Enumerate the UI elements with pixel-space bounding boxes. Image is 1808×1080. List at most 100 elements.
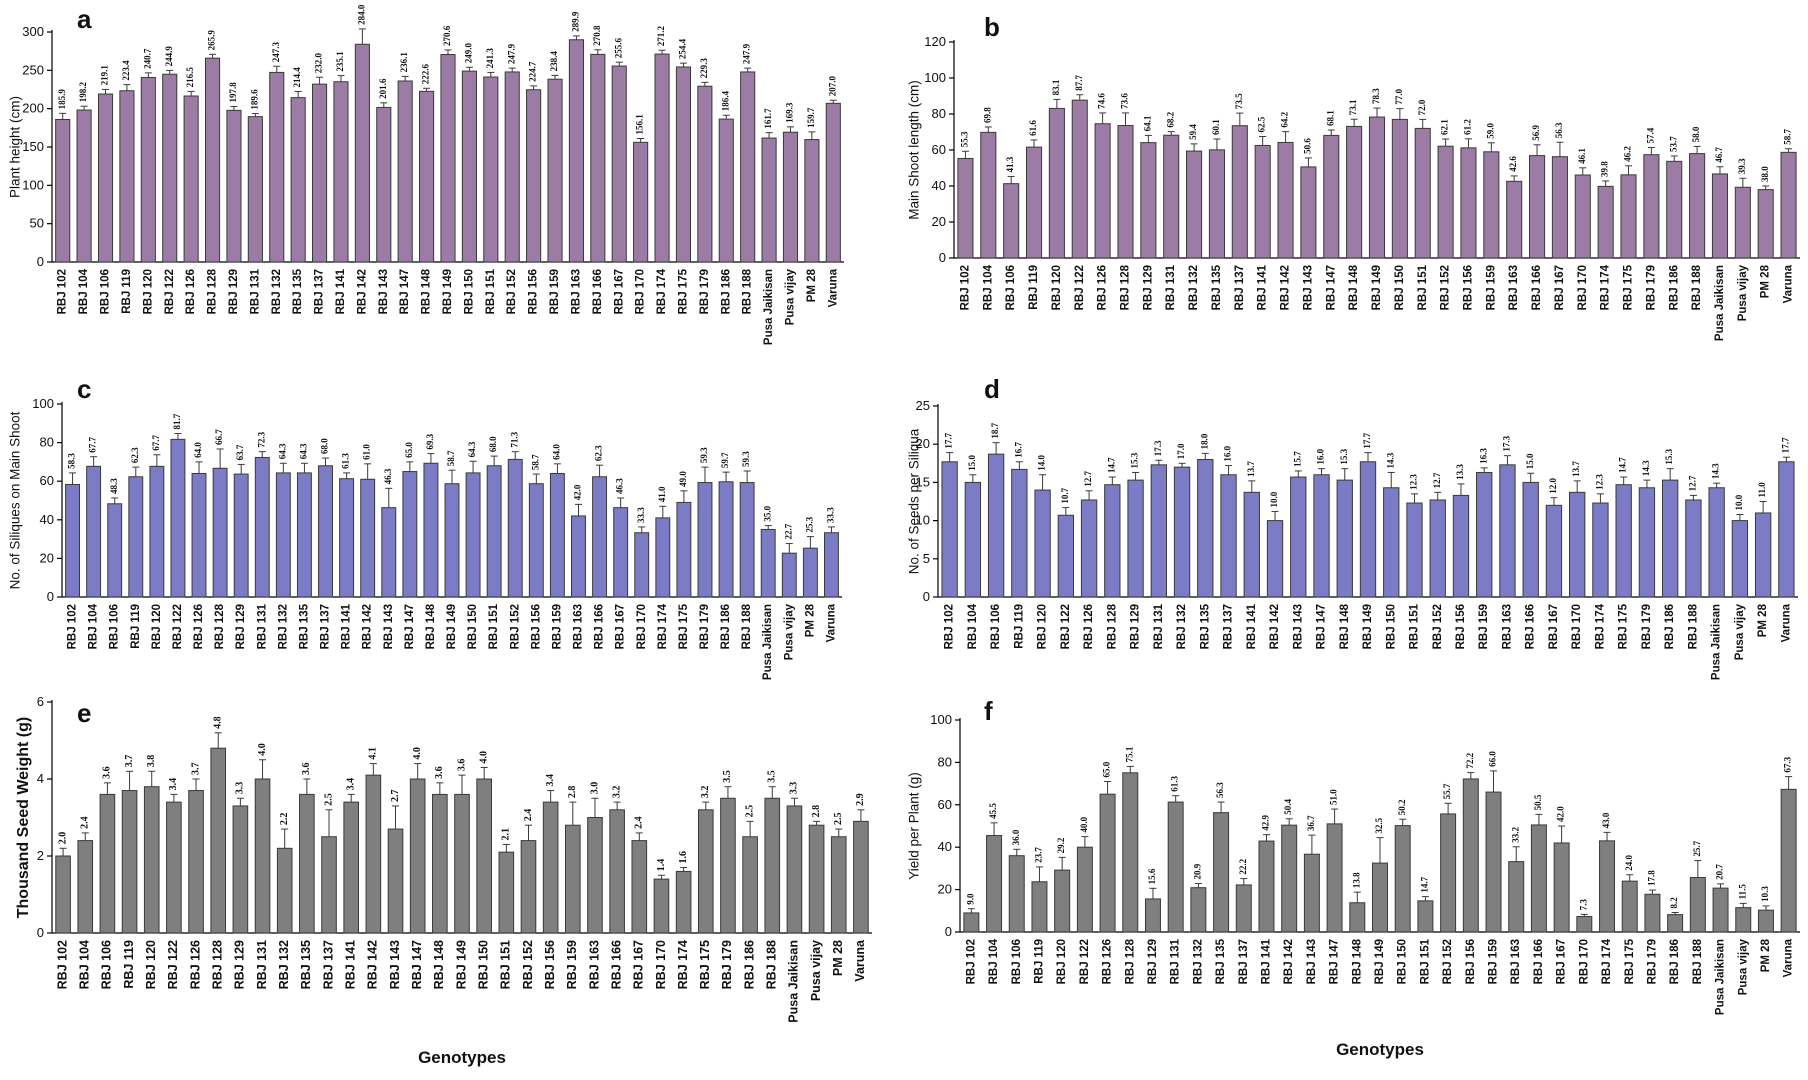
value-label: 15.0 <box>967 455 977 471</box>
x-tick-label: RBJ 142 <box>362 604 374 649</box>
value-label: 14.3 <box>1641 460 1651 476</box>
value-label: 22.2 <box>1238 858 1248 874</box>
y-tick-label: 2 <box>37 848 44 863</box>
value-label: 3.3 <box>235 782 246 795</box>
x-tick-label: RBJ 119 <box>130 604 142 649</box>
value-label: 25.7 <box>1692 840 1702 856</box>
x-tick-label: RBJ 147 <box>1316 604 1328 649</box>
x-tick-label: RBJ 106 <box>109 604 121 649</box>
value-label: 67.7 <box>88 436 98 452</box>
x-tick-label: RBJ 132 <box>277 604 289 649</box>
x-tick-label: RBJ 152 <box>509 604 521 649</box>
value-label: 72.3 <box>256 431 266 447</box>
y-axis-title: Plant height (cm) <box>8 96 23 198</box>
x-tick-label: RBJ 142 <box>1269 604 1281 649</box>
value-label: 67.7 <box>151 435 161 451</box>
value-label: 55.7 <box>1442 783 1452 799</box>
x-tick-label: Varuna <box>827 268 839 307</box>
y-tick-label: 120 <box>924 34 946 49</box>
value-label: 45.5 <box>988 803 998 819</box>
value-label: 14.3 <box>1385 452 1395 468</box>
x-tick-label: RBJ 143 <box>1302 265 1314 310</box>
x-tick-label: RBJ 151 <box>499 940 513 989</box>
x-tick-label: RBJ 174 <box>676 940 690 989</box>
bar <box>1417 900 1434 933</box>
value-label: 3.6 <box>434 766 445 779</box>
value-label: 3.4 <box>545 774 556 787</box>
y-tick-label: 80 <box>932 106 946 121</box>
value-label: 3.4 <box>168 778 179 791</box>
x-tick-label: RBJ 166 <box>1533 939 1545 984</box>
value-label: 216.5 <box>185 67 195 88</box>
value-label: 56.3 <box>1554 122 1564 138</box>
x-tick-label: RBJ 129 <box>1142 265 1154 310</box>
x-tick-label: RBJ 102 <box>67 604 79 649</box>
x-tick-label: PM 28 <box>831 940 845 976</box>
value-label: 284.0 <box>356 4 366 25</box>
x-tick-label: RBJ 167 <box>615 604 627 649</box>
x-tick-label: RBJ 148 <box>432 940 446 989</box>
x-tick-label: RBJ 175 <box>1623 264 1635 310</box>
value-label: 255.6 <box>613 37 623 58</box>
value-label: 64.0 <box>551 444 561 460</box>
x-tick-label: RBJ 175 <box>677 268 689 314</box>
value-label: 58.0 <box>1691 126 1701 142</box>
x-tick-label: RBJ 179 <box>1646 939 1658 984</box>
value-label: 20.9 <box>1192 863 1202 879</box>
value-label: 11.5 <box>1737 884 1747 900</box>
value-label: 29.2 <box>1056 837 1066 853</box>
value-label: 169.3 <box>785 102 795 123</box>
x-tick-label: RBJ 132 <box>277 940 291 989</box>
x-tick-label: RBJ 149 <box>1374 939 1386 984</box>
y-tick-label: 80 <box>40 435 54 450</box>
value-label: 247.9 <box>506 43 516 64</box>
value-label: 41.0 <box>657 486 667 502</box>
bar <box>1144 898 1161 933</box>
x-tick-label: RBJ 119 <box>1028 265 1040 310</box>
x-tick-label: RBJ 167 <box>1554 265 1566 310</box>
value-label: 63.7 <box>235 444 245 460</box>
x-tick-label: RBJ 142 <box>1280 265 1292 310</box>
x-tick-label: Pusa Jaikisan <box>763 269 775 345</box>
x-axis-title: Genotypes <box>1336 1040 1424 1059</box>
y-tick-label: 20 <box>932 214 946 229</box>
x-tick-label: RBJ 148 <box>1348 264 1360 310</box>
value-label: 61.2 <box>1463 119 1473 135</box>
value-label: 62.5 <box>1257 116 1267 132</box>
panel-letter: a <box>77 4 92 34</box>
x-axis-title: Genotypes <box>418 1048 506 1067</box>
x-tick-label: RBJ 156 <box>1462 265 1474 310</box>
x-tick-label: RBJ 141 <box>1246 603 1258 649</box>
x-tick-label: RBJ 151 <box>1417 264 1429 310</box>
x-tick-label: RBJ 104 <box>988 938 1000 984</box>
x-tick-label: RBJ 119 <box>121 269 133 314</box>
x-tick-label: RBJ 131 <box>255 940 269 989</box>
x-tick-label: RBJ 128 <box>1106 603 1118 649</box>
value-label: 46.1 <box>1577 148 1587 164</box>
panel-letter: b <box>984 12 1000 42</box>
x-tick-label: RBJ 170 <box>1577 265 1589 310</box>
value-label: 4.0 <box>412 747 423 760</box>
y-tick-label: 40 <box>938 839 952 854</box>
value-label: 3.6 <box>456 759 467 772</box>
bar <box>1735 907 1752 933</box>
value-label: 2.0 <box>57 832 68 845</box>
x-tick-label: RBJ 147 <box>1325 265 1337 310</box>
x-tick-label: RBJ 126 <box>1102 939 1114 984</box>
x-tick-label: PM 28 <box>804 603 816 637</box>
x-tick-label: RBJ 135 <box>299 940 313 989</box>
y-tick-label: 0 <box>37 254 44 269</box>
value-label: 3.2 <box>611 786 622 799</box>
value-label: 198.2 <box>78 81 88 102</box>
value-label: 77.0 <box>1394 88 1404 104</box>
value-label: 42.9 <box>1261 814 1271 830</box>
value-label: 3.4 <box>345 778 356 791</box>
x-tick-label: RBJ 179 <box>699 269 711 314</box>
panel-letter: f <box>984 696 993 726</box>
x-tick-label: RBJ 102 <box>959 265 971 310</box>
value-label: 35.0 <box>762 505 772 521</box>
value-label: 247.9 <box>742 43 752 64</box>
x-tick-label: RBJ 137 <box>1238 939 1250 984</box>
